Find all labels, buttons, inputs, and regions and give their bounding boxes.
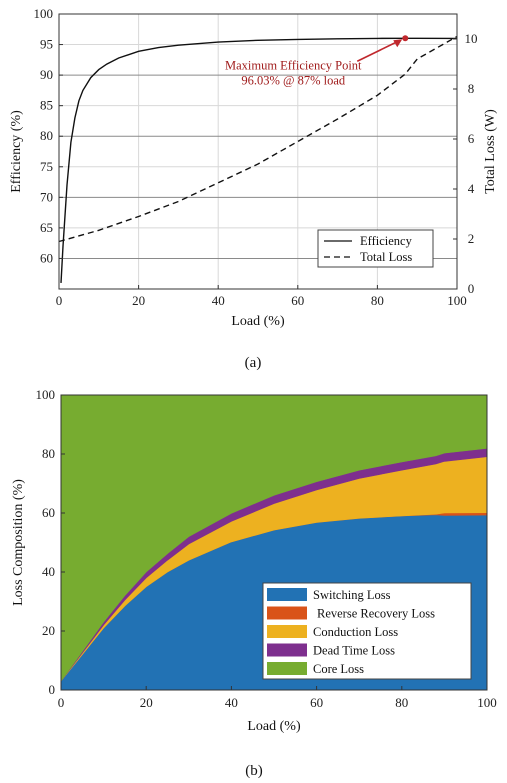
chart-a-y-tick-label: 60 bbox=[40, 250, 53, 265]
chart-a-grid bbox=[59, 14, 457, 289]
chart-b-legend-label: Conduction Loss bbox=[313, 625, 398, 639]
chart-b-y-tick-label: 0 bbox=[49, 682, 56, 697]
chart-a-x-tick-label: 80 bbox=[371, 293, 384, 308]
chart-a-y-tick-label: 95 bbox=[40, 37, 53, 52]
chart-a-caption: (a) bbox=[245, 355, 262, 371]
chart-a-right-tick-label: 10 bbox=[465, 31, 478, 46]
chart-b-caption: (b) bbox=[245, 763, 263, 779]
chart-a-right-tick-label: 6 bbox=[468, 131, 475, 146]
chart-b-x-axis-label: Load (%) bbox=[247, 719, 301, 734]
chart-b-y-tick-label: 100 bbox=[36, 387, 56, 402]
chart-a-x-tick-label: 40 bbox=[212, 293, 225, 308]
chart-a-right-tick-label: 2 bbox=[468, 231, 475, 246]
chart-b-legend-swatch bbox=[267, 625, 307, 638]
chart-b-x-tick-label: 40 bbox=[225, 695, 238, 710]
chart-b-x-tick-label: 80 bbox=[395, 695, 408, 710]
total-loss-line bbox=[58, 35, 458, 243]
chart-b-y-tick-label: 80 bbox=[42, 446, 55, 461]
chart-a-y-tick-label: 65 bbox=[40, 220, 53, 235]
chart-a-legend-label: Efficiency bbox=[360, 234, 413, 248]
chart-a-legend-box bbox=[317, 229, 434, 268]
chart-a-y-tick-label: 75 bbox=[40, 159, 53, 174]
chart-b-x-tick-label: 60 bbox=[310, 695, 323, 710]
chart-a-y-tick-label: 80 bbox=[40, 128, 53, 143]
chart-b-legend-swatch bbox=[267, 606, 307, 620]
chart-a-right-tick-label: 0 bbox=[468, 281, 475, 296]
chart-b-frame bbox=[60, 394, 488, 691]
annotation-arrow bbox=[356, 39, 401, 62]
chart-a-y-axis-label: Efficiency (%) bbox=[9, 110, 24, 193]
chart-a-y-tick-label: 70 bbox=[40, 189, 53, 204]
chart-b-ticks: 0 20 40 60 80 100 0 20 40 60 80 100 bbox=[36, 387, 497, 710]
chart-a-y-tick-label: 100 bbox=[34, 6, 54, 21]
chart-a-right-tick-label: 8 bbox=[468, 81, 475, 96]
annotation-line-1: Maximum Efficiency Point bbox=[225, 58, 362, 72]
efficiency-line bbox=[60, 37, 458, 283]
chart-b-legend-swatch bbox=[267, 643, 307, 657]
chart-b-legend-label: Switching Loss bbox=[313, 588, 391, 602]
chart-b-legend-label: Dead Time Loss bbox=[313, 644, 395, 658]
max-efficiency-marker bbox=[402, 35, 409, 42]
annotation-arrowhead bbox=[393, 39, 403, 48]
chart-a-frame bbox=[58, 13, 458, 290]
chart-a-x-tick-label: 100 bbox=[447, 293, 467, 308]
chart-b-y-axis-label: Loss Composition (%) bbox=[11, 479, 26, 606]
chart-b-legend-label: Core Loss bbox=[313, 662, 364, 676]
chart-a-x-tick-label: 0 bbox=[56, 293, 63, 308]
chart-a-legend-label: Total Loss bbox=[360, 250, 412, 264]
chart-a-y-tick-label: 85 bbox=[40, 98, 53, 113]
chart-a-right-tick-label: 4 bbox=[468, 181, 475, 196]
chart-b-legend-label: Reverse Recovery Loss bbox=[317, 607, 435, 621]
max-efficiency-annotation: Maximum Efficiency Point 96.03% @ 87% lo… bbox=[225, 35, 409, 87]
chart-a-x-tick-label: 20 bbox=[132, 293, 145, 308]
chart-a-x-tick-label: 60 bbox=[291, 293, 304, 308]
loss-composition-chart: 0 20 40 60 80 100 0 20 40 60 80 100 Load (%) Loss C… bbox=[11, 387, 497, 779]
chart-b-legend: Switching Loss Reverse Recovery Loss Condu… bbox=[262, 582, 472, 680]
annotation-line-2: 96.03% @ 87% load bbox=[241, 73, 346, 87]
chart-a-x-axis-label: Load (%) bbox=[231, 314, 285, 329]
chart-a-right-axis-label: Total Loss (W) bbox=[483, 109, 498, 194]
chart-b-y-tick-label: 60 bbox=[42, 505, 55, 520]
chart-b-y-tick-label: 40 bbox=[42, 564, 55, 579]
chart-b-x-tick-label: 0 bbox=[58, 695, 65, 710]
chart-b-x-tick-label: 20 bbox=[140, 695, 153, 710]
chart-b-legend-swatch bbox=[267, 588, 307, 601]
chart-b-y-tick-label: 20 bbox=[42, 623, 55, 638]
chart-a-y-tick-label: 90 bbox=[40, 67, 53, 82]
chart-b-x-tick-label: 100 bbox=[477, 695, 497, 710]
chart-a-legend: Efficiency Total Loss bbox=[317, 229, 434, 268]
chart-a-lines bbox=[58, 35, 458, 283]
chart-b-legend-swatch bbox=[267, 662, 307, 675]
